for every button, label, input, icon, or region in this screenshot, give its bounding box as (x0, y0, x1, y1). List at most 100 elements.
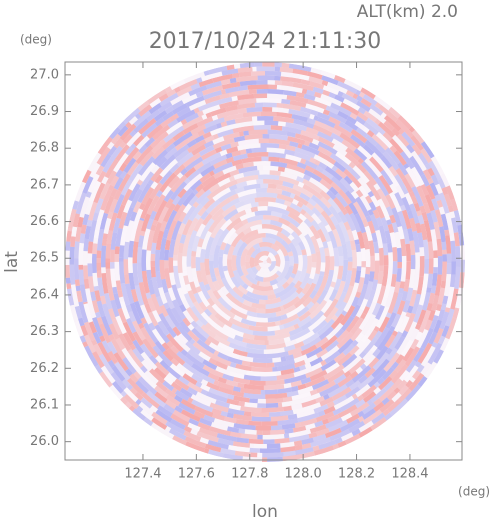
echo-cell (205, 322, 213, 330)
echo-cell (137, 247, 143, 263)
echo-cell (181, 299, 190, 310)
echo-cell (276, 193, 294, 203)
echo-cell (434, 209, 444, 228)
echo-cell (65, 277, 71, 284)
echo-cell (361, 261, 366, 268)
echo-cell (84, 225, 92, 240)
echo-cell (140, 409, 154, 421)
echo-cell (270, 210, 283, 218)
echo-cell (332, 399, 339, 406)
echo-cell (405, 359, 417, 373)
echo-cell (101, 245, 107, 268)
echo-cell (344, 204, 354, 215)
echo-cell (123, 394, 140, 409)
echo-cell (195, 189, 212, 205)
echo-cell (79, 335, 87, 343)
echo-cell (268, 156, 280, 162)
echo-cell (185, 340, 201, 355)
echo-cell (250, 247, 262, 259)
echo-cell (425, 184, 436, 200)
echo-cell (194, 135, 205, 144)
echo-cell (189, 179, 203, 192)
echo-cell (133, 118, 149, 134)
echo-cell (212, 137, 235, 150)
echo-cell (269, 134, 288, 141)
echo-cell (232, 441, 250, 448)
echo-cell (148, 102, 162, 115)
echo-cell (330, 132, 344, 143)
echo-cell (311, 379, 330, 391)
echo-cell (257, 403, 266, 409)
echo-cell (363, 170, 378, 186)
echo-cell (402, 347, 415, 362)
echo-cell (390, 364, 409, 384)
echo-cell (374, 176, 390, 197)
echo-cell (197, 290, 210, 308)
echo-cell (337, 265, 344, 280)
echo-cell (280, 356, 287, 362)
echo-cell (283, 405, 292, 412)
echo-cell (416, 329, 429, 349)
echo-cell (416, 210, 423, 217)
echo-cell (205, 112, 212, 119)
echo-cell (301, 392, 321, 403)
echo-cell (321, 418, 330, 425)
echo-cell (218, 386, 233, 395)
echo-cell (396, 300, 406, 316)
echo-cell (311, 207, 322, 218)
echo-cell (446, 263, 452, 275)
echo-cell (166, 333, 184, 353)
echo-cell (179, 320, 191, 334)
echo-cell (431, 341, 438, 348)
echo-cell (216, 228, 224, 236)
echo-cell (258, 255, 269, 262)
echo-cell (287, 234, 295, 241)
echo-cell (386, 206, 394, 217)
echo-cell (235, 419, 249, 426)
echo-cell (181, 93, 198, 105)
echo-cell (256, 79, 268, 85)
echo-cell (144, 136, 156, 148)
echo-cell (226, 356, 243, 365)
echo-cell (196, 270, 203, 283)
echo-cell (364, 157, 383, 178)
echo-cell (251, 411, 270, 417)
echo-cell (281, 85, 294, 92)
echo-cell (324, 269, 334, 292)
echo-cell (227, 245, 235, 260)
echo-cell (294, 422, 302, 428)
echo-cell (123, 107, 141, 125)
echo-cell (257, 452, 263, 458)
echo-cell (316, 380, 336, 394)
echo-cell (125, 368, 133, 377)
echo-cell (283, 336, 291, 343)
echo-cell (309, 424, 327, 434)
echo-cell (315, 396, 325, 404)
echo-cell (123, 199, 133, 214)
echo-cell (223, 113, 244, 122)
echo-cell (378, 104, 399, 123)
echo-cell (320, 70, 336, 80)
echo-cell (333, 352, 346, 363)
echo-cell (256, 179, 264, 184)
echo-cell (197, 206, 207, 217)
echo-cell (245, 347, 264, 354)
echo-cell (202, 178, 220, 193)
echo-cell (317, 410, 326, 417)
echo-cell (311, 213, 322, 225)
echo-cell (298, 213, 307, 222)
echo-cell (176, 362, 194, 378)
x-tick-label: 128.2 (338, 467, 375, 482)
echo-cell (213, 379, 220, 386)
echo-cell (386, 219, 392, 226)
echo-cell (265, 379, 285, 386)
echo-cell (102, 233, 108, 240)
echo-cell (265, 233, 284, 243)
echo-cell (364, 139, 384, 159)
echo-cell (147, 297, 157, 312)
echo-cell (401, 330, 409, 338)
echo-cell (343, 293, 356, 313)
echo-cell (449, 211, 456, 219)
echo-cell (149, 210, 157, 220)
echo-cell (184, 166, 197, 179)
